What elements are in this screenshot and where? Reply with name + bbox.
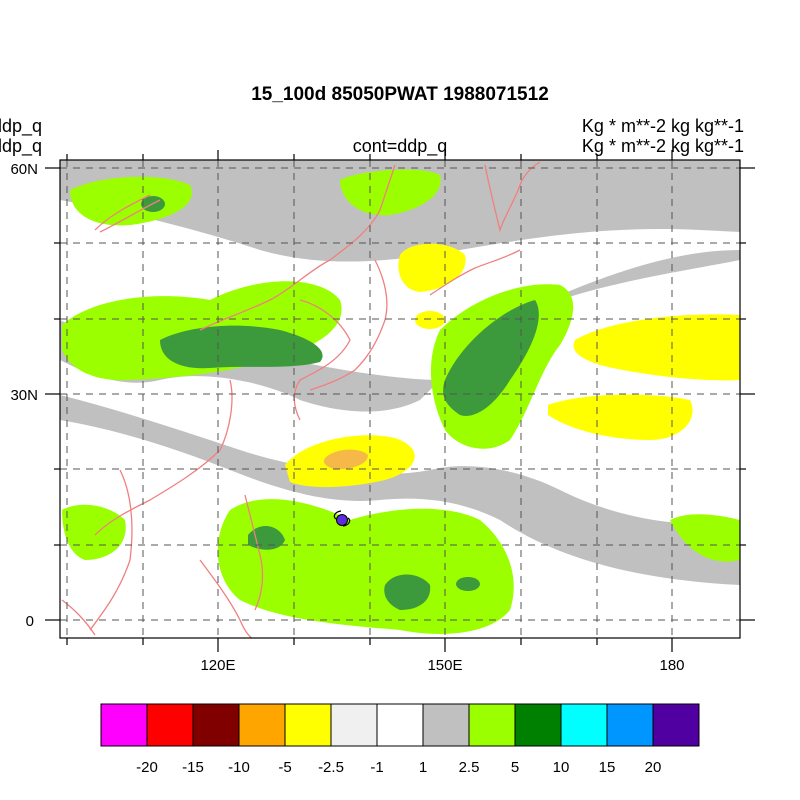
darkgreen-field-south-small	[456, 577, 480, 591]
colorbar-swatch	[238, 703, 286, 747]
tick-marks	[45, 150, 755, 652]
colorbar-label: -5	[278, 759, 291, 776]
coastline-borneo	[199, 559, 253, 638]
colorbar-swatch	[652, 703, 700, 747]
left-label-top: ddp_q	[0, 116, 43, 136]
colorbar-label: -2.5	[318, 759, 344, 776]
colorbar-label: -1	[370, 759, 383, 776]
lon-label-120e: 120E	[200, 657, 235, 674]
coastline-kuril	[429, 249, 521, 296]
left-label-bottom: ddp_q	[0, 136, 43, 156]
colorbar-label: 15	[599, 759, 616, 776]
colorbar-label: -10	[228, 759, 250, 776]
plot-title: 15_100d 85050PWAT 1988071512	[251, 84, 549, 105]
contour-label: cont=ddp_q	[352, 136, 448, 156]
coastline-japan	[309, 259, 388, 391]
coastline-north	[94, 194, 161, 233]
colorbar-swatch	[514, 703, 562, 747]
green-field-north	[340, 169, 441, 216]
colorbar-swatch	[100, 703, 148, 747]
colorbar-swatch	[560, 703, 608, 747]
yellow-field-east	[573, 314, 740, 381]
colorbar-swatch	[468, 703, 516, 747]
contour-fields	[60, 160, 740, 638]
yellow-field-north-small	[415, 311, 445, 329]
colorbar-swatch	[422, 703, 470, 747]
grid-lines	[60, 160, 740, 638]
green-field-south	[217, 499, 514, 634]
colorbar-swatch	[284, 703, 332, 747]
colorbar-swatch	[192, 703, 240, 747]
green-field-sw	[62, 504, 126, 560]
colorbar-label: 10	[553, 759, 570, 776]
coastline-asia-east	[199, 164, 396, 331]
units-label-bottom: Kg * m**-2 kg kg**-1	[581, 136, 744, 156]
darkgreen-field-east	[443, 300, 539, 416]
coastline-kamchatka	[484, 161, 541, 233]
green-field-se	[670, 514, 740, 562]
darkgreen-field-west	[160, 325, 323, 369]
yellow-field-north	[398, 243, 466, 292]
colorbar-label: 5	[511, 759, 519, 776]
coastlines	[61, 161, 541, 638]
green-field-nw	[70, 176, 192, 226]
orange-field-center	[323, 449, 368, 470]
typhoon-marker	[333, 510, 351, 527]
colorbar-swatch	[606, 703, 654, 747]
lat-label-30n: 30N	[10, 387, 38, 404]
map-frame	[59, 159, 741, 639]
colorbar-label: -15	[182, 759, 204, 776]
colorbar-swatch	[330, 703, 378, 747]
yellow-field-east-lower	[548, 394, 693, 440]
darkgreen-field-south	[384, 574, 431, 610]
colorbar-swatch	[376, 703, 424, 747]
units-label-top: Kg * m**-2 kg kg**-1	[581, 116, 744, 136]
lon-label-150e: 150E	[427, 657, 462, 674]
lat-label-60n: 60N	[10, 161, 38, 178]
colorbar-label: 20	[645, 759, 662, 776]
coastline-indochina	[89, 469, 133, 631]
coastline-china-south	[94, 379, 233, 536]
coastline-sumatra	[61, 599, 96, 636]
colorbar-label: -20	[136, 759, 158, 776]
lon-label-180: 180	[659, 657, 684, 674]
colorbar-label: 1	[419, 759, 427, 776]
coastline-philippines	[244, 494, 264, 611]
colorbar-swatch	[146, 703, 194, 747]
lat-label-0: 0	[26, 613, 34, 630]
colorbar-label: 2.5	[459, 759, 480, 776]
colorbar: -20 -15 -10 -5 -2.5 -1 1 2.5 5 10 15 20	[100, 703, 700, 776]
